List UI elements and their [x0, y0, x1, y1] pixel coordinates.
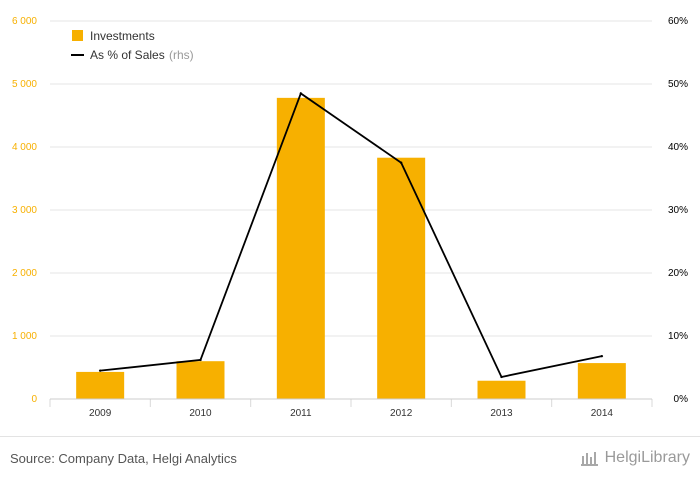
bar-investments-2011 — [276, 97, 325, 400]
bar-investments-2010 — [176, 361, 225, 399]
source-text: Source: Company Data, Helgi Analytics — [10, 451, 237, 466]
right-axis-tick-label: 30% — [668, 205, 688, 216]
legend-investments-swatch — [72, 30, 83, 41]
chart-footer: Source: Company Data, Helgi Analytics He… — [0, 436, 700, 483]
line-sales-pct — [100, 92, 603, 378]
combo-chart: 0 1 000 2 000 3 000 4 000 5 000 6 000 0% 10% 20% 3… — [12, 16, 688, 419]
legend-investments-label: Investments — [90, 29, 155, 43]
point-sales-pct-2013 — [500, 375, 503, 379]
right-axis-tick-label: 10% — [668, 331, 688, 342]
left-axis-tick-label: 2 000 — [12, 268, 37, 279]
left-axis-tick-label: 4 000 — [12, 142, 37, 153]
left-axis-tick-label: 1 000 — [12, 331, 37, 342]
right-axis-tick-label: 50% — [668, 79, 688, 90]
point-sales-pct-2009 — [98, 369, 102, 372]
right-axis-tick-label: 0% — [674, 394, 689, 405]
left-axis-tick-label: 5 000 — [12, 79, 37, 90]
point-sales-pct-2014 — [600, 354, 604, 358]
brand-logo: HelgiLibrary — [580, 449, 690, 467]
x-tick-label-2011: 2011 — [290, 408, 312, 419]
right-axis-tick-label: 40% — [668, 142, 688, 153]
right-axis-tick-label: 20% — [668, 268, 688, 279]
investment-bars — [76, 97, 626, 400]
bar-investments-2013 — [477, 380, 526, 399]
point-sales-pct-2010 — [199, 358, 202, 362]
bar-investments-2014 — [577, 363, 626, 399]
gridlines — [49, 20, 653, 407]
sales-pct-line-layer — [98, 92, 604, 379]
x-tick-label-2012: 2012 — [390, 408, 413, 419]
legend: Investments As % of Sales (rhs) — [71, 29, 194, 62]
legend-rhs-suffix: (rhs) — [169, 48, 194, 62]
x-tick-label-2009: 2009 — [89, 408, 112, 419]
bar-investments-2012 — [377, 157, 426, 399]
left-axis-tick-label: 3 000 — [12, 205, 37, 216]
legend-sales-pct-label: As % of Sales — [90, 48, 165, 62]
x-tick-label-2013: 2013 — [490, 408, 513, 419]
library-icon — [580, 452, 598, 466]
brand-name: HelgiLibrary — [604, 449, 690, 466]
point-sales-pct-2011 — [299, 92, 303, 95]
x-tick-label-2010: 2010 — [189, 408, 212, 419]
left-axis-tick-label: 6 000 — [12, 16, 37, 27]
x-tick-label-2014: 2014 — [591, 408, 614, 419]
axes: 0 1 000 2 000 3 000 4 000 5 000 6 000 0% 10% 20% 3… — [12, 16, 688, 419]
bar-investments-2009 — [76, 371, 125, 399]
left-axis-tick-label: 0 — [31, 394, 37, 405]
point-sales-pct-2012 — [399, 161, 403, 164]
right-axis-tick-label: 60% — [668, 16, 688, 27]
